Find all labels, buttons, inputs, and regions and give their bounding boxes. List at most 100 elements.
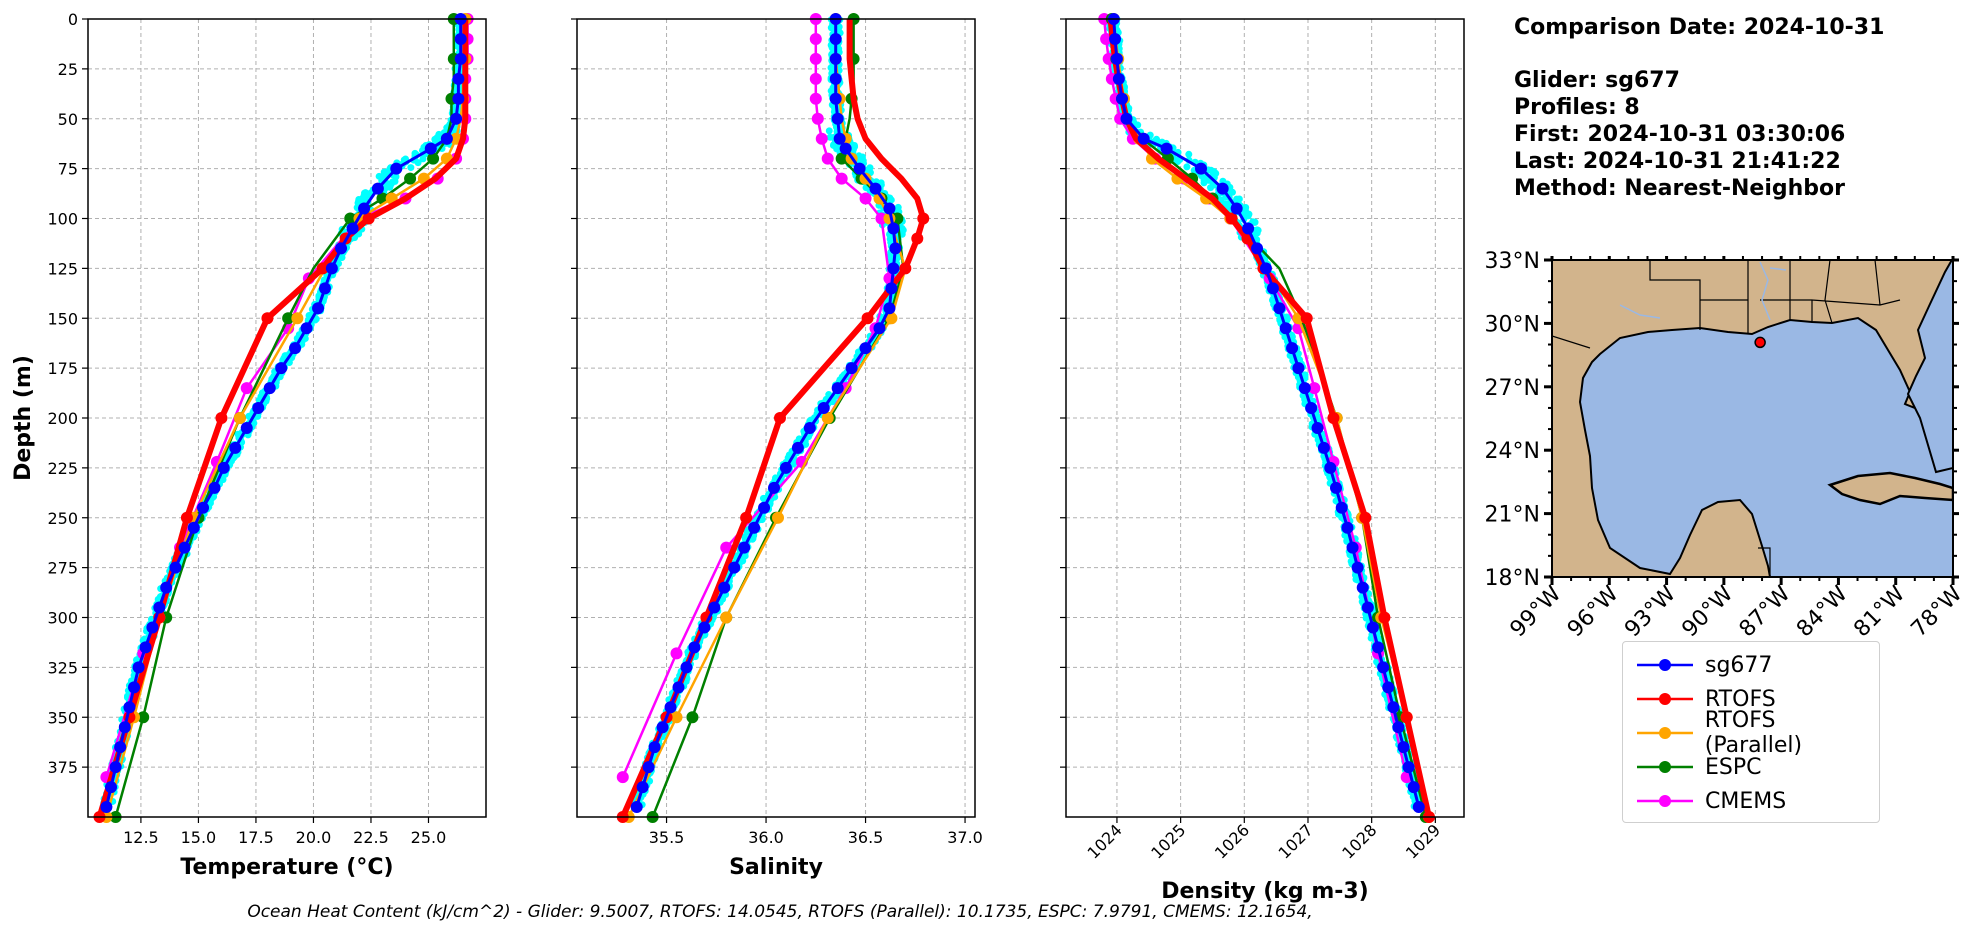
x-axis-label: Salinity	[729, 855, 823, 880]
series-point-glider	[217, 461, 230, 474]
series-point-glider	[829, 72, 842, 85]
raw-glider-point	[1183, 163, 1191, 171]
x-tick-label: 37.0	[947, 828, 983, 847]
raw-glider-point	[826, 133, 834, 141]
y-tick-label: 100	[47, 210, 78, 229]
series-point-glider	[335, 242, 348, 255]
series-point-glider	[146, 621, 159, 634]
series-point-glider	[728, 561, 741, 574]
series-point-glider	[1160, 142, 1173, 155]
series-point-glider	[1407, 781, 1420, 794]
map-lat-label: 18°N	[1485, 566, 1540, 591]
series-point-espc	[137, 711, 150, 724]
series-point-glider	[656, 721, 669, 734]
raw-glider-point	[825, 127, 833, 135]
raw-glider-point	[1185, 150, 1193, 158]
series-point-glider	[1351, 561, 1364, 574]
raw-glider-point	[1251, 218, 1259, 226]
series-point-rtofs	[1359, 511, 1372, 524]
series-point-cmems	[1308, 382, 1321, 395]
map-lon-label: 78°W	[1907, 581, 1968, 642]
series-point-glider	[1346, 541, 1359, 554]
x-tick-label: 25.0	[411, 828, 447, 847]
y-tick-label: 0	[68, 10, 78, 29]
legend-swatch	[1637, 693, 1693, 705]
series-line-glider	[1112, 18, 1421, 808]
series-point-glider	[1216, 182, 1229, 195]
series-point-glider	[636, 781, 649, 794]
series-point-rtofs	[740, 511, 753, 524]
series-point-glider	[263, 382, 276, 395]
series-point-glider	[312, 302, 325, 315]
series-point-glider	[128, 681, 141, 694]
y-tick-label: 200	[47, 409, 78, 428]
series-point-glider	[153, 601, 166, 614]
series-point-glider	[718, 581, 731, 594]
series-point-glider	[197, 501, 210, 514]
series-point-rtofs	[215, 412, 228, 424]
series-point-glider	[1317, 441, 1330, 454]
series-point-rtofs	[316, 262, 329, 275]
x-tick-label: 15.0	[181, 828, 217, 847]
map-state-borders	[1649, 260, 1901, 334]
legend-swatch	[1637, 795, 1693, 807]
map-lat-label: 21°N	[1485, 503, 1540, 528]
y-tick-label: 225	[47, 459, 78, 478]
series-point-parallel	[771, 511, 784, 524]
panel-2: 35.5 36.0 36.5 37.0 Salinity	[571, 13, 983, 880]
legend-swatch-marker	[1659, 693, 1671, 705]
series-point-glider	[325, 262, 338, 275]
series-point-glider	[698, 621, 711, 634]
series-point-glider	[829, 92, 842, 105]
series-point-glider	[1356, 581, 1369, 594]
legend-item: ESPC	[1623, 750, 1879, 784]
series-point-glider	[132, 661, 145, 674]
series-point-rtofs	[1300, 312, 1313, 325]
series-point-rtofs	[1225, 212, 1238, 225]
raw-glider-point	[386, 182, 394, 190]
raw-glider-point	[419, 155, 427, 163]
series-point-glider	[833, 132, 846, 145]
y-tick-label: 350	[47, 708, 78, 727]
series-point-glider	[831, 382, 844, 395]
series-point-glider	[1305, 402, 1318, 415]
y-tick-label: 175	[47, 359, 78, 378]
series-point-glider	[114, 741, 127, 754]
series-point-rtofs	[180, 511, 193, 524]
gulf-map: 99°W96°W93°W90°W87°W84°W81°W78°W33°N30°N…	[1485, 249, 1968, 642]
series-line-cmems	[105, 19, 469, 778]
series-point-glider	[358, 202, 371, 215]
series-point-glider	[1361, 601, 1374, 614]
series-point-cmems	[670, 647, 683, 660]
y-tick-label: 125	[47, 259, 78, 278]
series-point-glider	[123, 701, 136, 714]
series-point-glider	[452, 92, 465, 105]
series-point-glider	[1387, 701, 1400, 714]
series-point-glider	[1324, 461, 1337, 474]
series-point-parallel	[885, 312, 898, 325]
series-point-cmems	[809, 92, 822, 105]
map-lon-label: 87°W	[1735, 581, 1796, 642]
series-point-glider	[779, 461, 792, 474]
series-point-cmems	[720, 541, 733, 554]
series-point-glider	[1298, 382, 1311, 395]
y-tick-label: 150	[47, 309, 78, 328]
series-point-glider	[1397, 741, 1410, 754]
series-point-glider	[118, 721, 131, 734]
series-point-cmems	[815, 132, 828, 145]
series-point-glider	[664, 701, 677, 714]
series-point-glider	[1311, 421, 1324, 434]
series-point-glider	[648, 741, 661, 754]
series-point-cmems	[240, 382, 253, 395]
series-point-espc	[282, 312, 295, 325]
series-point-glider	[1112, 72, 1125, 85]
series-point-cmems	[859, 192, 872, 205]
series-point-glider	[817, 402, 830, 415]
legend-label: CMEMS	[1705, 788, 1787, 814]
series-point-cmems	[821, 152, 834, 165]
series-point-glider	[642, 761, 655, 774]
series-point-rtofs	[899, 262, 912, 275]
x-tick-label: 1029	[1402, 820, 1444, 862]
legend-swatch-marker	[1659, 659, 1671, 671]
